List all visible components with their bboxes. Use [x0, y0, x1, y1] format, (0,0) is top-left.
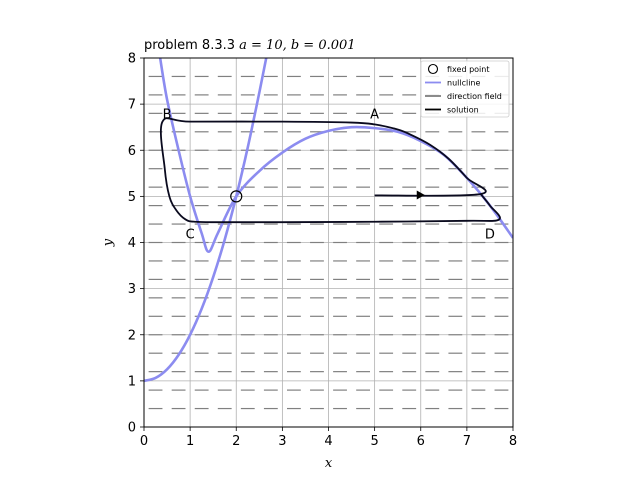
y-tick-label: 3 — [128, 282, 136, 297]
point-label-d: D — [485, 227, 495, 242]
axis-ticks: 0 1 2 3 4 5 6 7 8 0 1 2 3 4 5 6 7 8 — [128, 52, 517, 450]
x-tick-label: 3 — [278, 434, 286, 449]
fixed-points — [230, 190, 243, 203]
solution-curve — [159, 117, 501, 224]
x-tick-label: 4 — [324, 434, 332, 449]
y-tick-label: 0 — [128, 421, 136, 436]
y-axis-label: y — [101, 238, 116, 247]
fixed-point-marker — [230, 190, 243, 203]
x-tick-label: 8 — [509, 434, 517, 449]
point-label-b: B — [163, 107, 172, 122]
legend-entry-fixed-point: fixed point — [447, 65, 489, 74]
x-tick-label: 6 — [417, 434, 425, 449]
chart-title: problem 8.3.3 a = 10, b = 0.001 — [144, 38, 356, 53]
legend-entry-solution: solution — [447, 106, 479, 115]
direction-field — [148, 75, 509, 410]
chart-title-math: a = 10, b = 0.001 — [239, 38, 355, 53]
y-tick-label: 5 — [128, 190, 136, 205]
y-tick-label: 2 — [128, 328, 136, 343]
x-tick-label: 7 — [463, 434, 471, 449]
y-tick-label: 7 — [128, 98, 136, 113]
solution-direction-arrow — [416, 190, 425, 200]
legend: fixed point nullcline direction field solut… — [420, 60, 510, 118]
legend-entry-direction-field: direction field — [447, 92, 502, 101]
annotations: A B C D — [163, 107, 495, 242]
point-label-a: A — [370, 107, 379, 122]
x-axis-label: x — [325, 456, 333, 471]
nullcline-parabola — [144, 58, 268, 383]
chart-title-prefix: problem 8.3.3 — [144, 38, 239, 53]
solution-trajectory — [159, 117, 501, 224]
y-tick-label: 4 — [128, 236, 136, 251]
y-tick-label: 1 — [128, 374, 136, 389]
legend-entry-nullcline: nullcline — [447, 79, 481, 88]
y-tick-label: 8 — [128, 52, 136, 67]
x-tick-label: 1 — [186, 434, 194, 449]
x-tick-label: 2 — [232, 434, 240, 449]
point-label-c: C — [186, 227, 195, 242]
legend-marker-fixed-point — [427, 63, 439, 75]
x-tick-label: 5 — [370, 434, 378, 449]
x-tick-label: 0 — [140, 434, 148, 449]
legend-box — [420, 60, 510, 118]
y-tick-label: 6 — [128, 144, 136, 159]
